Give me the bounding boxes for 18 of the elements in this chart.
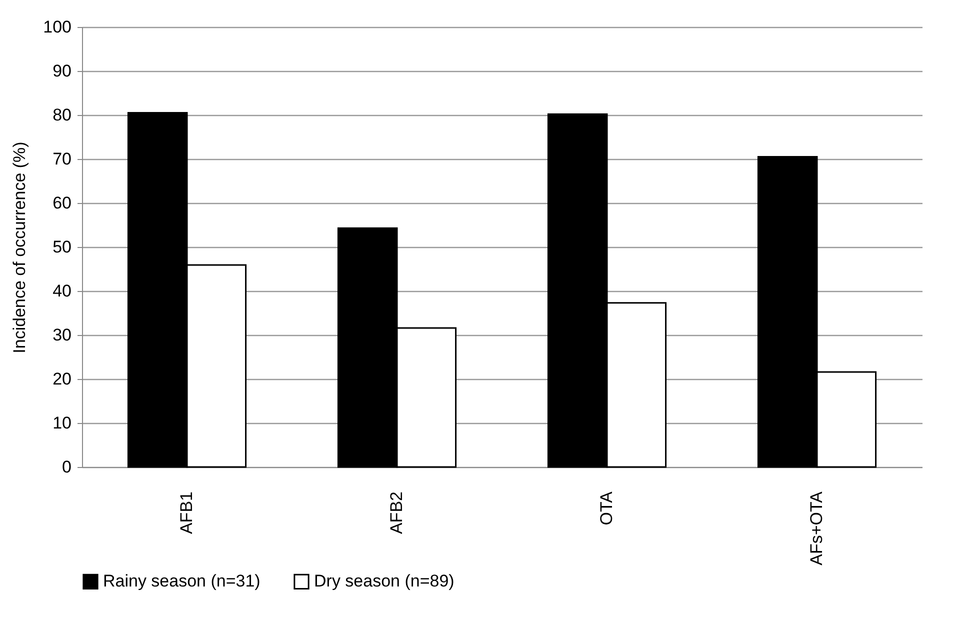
- x-tick-label: OTA: [597, 490, 616, 526]
- y-tick-label: 80: [52, 106, 72, 124]
- y-tick-label: 60: [52, 194, 72, 212]
- y-tick-label: 30: [52, 326, 72, 344]
- y-tick-label: 20: [52, 370, 72, 388]
- y-tick-label: 40: [52, 282, 72, 300]
- y-tick-label: 70: [52, 150, 72, 168]
- y-tick-label: 50: [52, 238, 72, 256]
- y-axis-title: Incidence of occurrence (%): [10, 142, 30, 354]
- y-tick-label: 10: [52, 414, 72, 432]
- legend-label: Dry season (n=89): [314, 572, 454, 591]
- y-tick-label: 0: [62, 458, 72, 476]
- y-tick-label: 100: [43, 18, 72, 36]
- x-tick-label: AFs+OTA: [807, 490, 826, 566]
- x-tick-label: AFB2: [387, 492, 406, 534]
- legend-label: Rainy season (n=31): [103, 572, 260, 591]
- y-tick-label: 90: [52, 62, 72, 80]
- x-tick-label: AFB1: [177, 492, 196, 534]
